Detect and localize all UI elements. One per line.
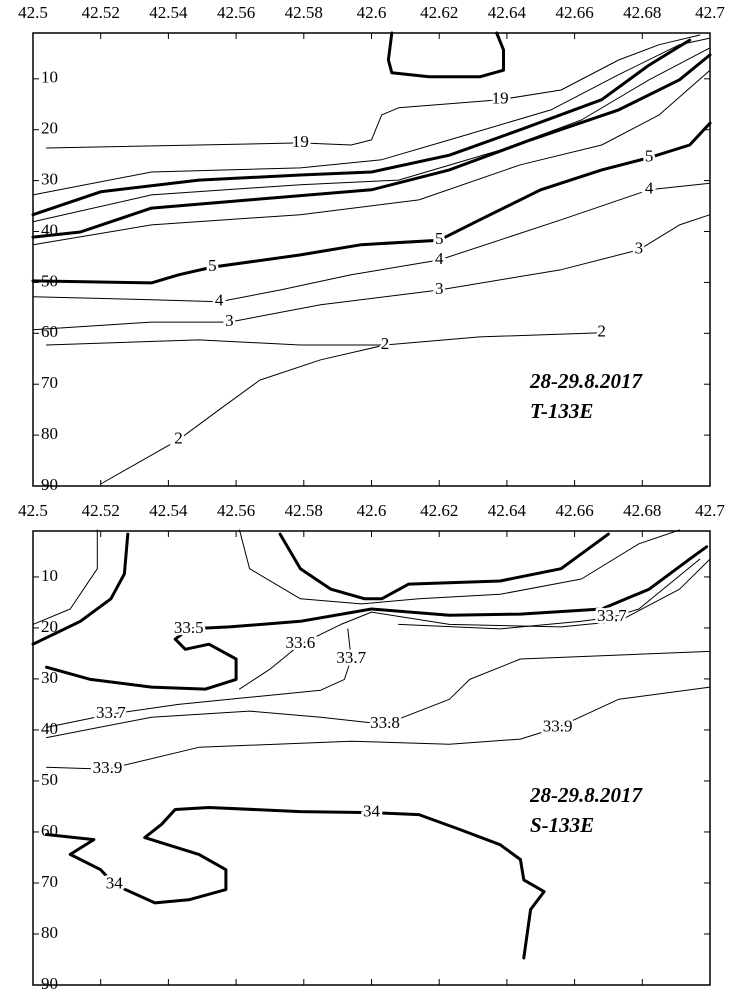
panel: 42.5 42.52 42.54 42.56 42.58 42.6 42.62 42.64 42… bbox=[18, 501, 725, 993]
contour-line bbox=[45, 806, 546, 960]
y-tick-label: 10 bbox=[41, 68, 58, 87]
plot-frame bbox=[32, 32, 711, 487]
y-tick-label: 20 bbox=[41, 119, 58, 138]
contour-line bbox=[32, 182, 711, 303]
x-tick-label: 42.56 bbox=[217, 501, 255, 520]
contour-label: 33.9 bbox=[93, 758, 123, 777]
contour-label: 5 bbox=[645, 147, 654, 166]
x-tick-label: 42.58 bbox=[285, 3, 323, 22]
contour-line bbox=[46, 339, 386, 346]
contour-label: 3 bbox=[225, 311, 234, 330]
y-tick-label: 70 bbox=[41, 373, 58, 392]
x-tick-label: 42.5 bbox=[18, 501, 48, 520]
x-tick-label: 42.6 bbox=[357, 501, 387, 520]
contour-label: 4 bbox=[435, 249, 444, 268]
contour-label: 34 bbox=[106, 873, 124, 892]
contour-line bbox=[239, 558, 711, 690]
contour-label: 33.7 bbox=[96, 703, 126, 722]
y-tick-label: 90 bbox=[41, 475, 58, 494]
x-tick-label: 42.54 bbox=[149, 501, 188, 520]
contour-line bbox=[46, 686, 711, 770]
y-tick-label: 50 bbox=[41, 770, 58, 789]
contour-line bbox=[32, 214, 711, 331]
x-tick-label: 42.64 bbox=[488, 3, 527, 22]
contour-line bbox=[32, 37, 711, 196]
contour-label: 2 bbox=[174, 429, 183, 448]
x-tick-label: 42.52 bbox=[82, 3, 120, 22]
panel: 42.5 42.52 42.54 42.56 42.58 42.6 42.62 42.64 42… bbox=[18, 3, 725, 494]
x-tick-label: 42.62 bbox=[420, 501, 458, 520]
contour-line bbox=[31, 53, 712, 239]
contour-label: 33.5 bbox=[174, 618, 204, 637]
contour-line bbox=[278, 532, 610, 601]
x-tick-label: 42.56 bbox=[217, 3, 255, 22]
contour-line bbox=[32, 47, 711, 223]
x-tick-label: 42.5 bbox=[18, 3, 48, 22]
x-tick-label: 42.64 bbox=[488, 501, 527, 520]
x-tick-label: 42.58 bbox=[285, 501, 323, 520]
contour-line bbox=[32, 69, 711, 246]
x-tick-label: 42.54 bbox=[149, 3, 188, 22]
y-tick-label: 60 bbox=[41, 821, 58, 840]
x-tick-label: 42.7 bbox=[695, 3, 725, 22]
contour-line bbox=[46, 628, 352, 728]
x-tick-label: 42.6 bbox=[357, 3, 387, 22]
y-tick-label: 90 bbox=[41, 974, 58, 993]
contour-label: 5 bbox=[208, 256, 217, 275]
x-tick-label: 42.68 bbox=[623, 501, 661, 520]
contour-label: 19 bbox=[492, 89, 509, 108]
contour-line bbox=[31, 121, 712, 285]
y-tick-label: 10 bbox=[41, 566, 58, 585]
contour-line bbox=[45, 545, 709, 691]
contour-line bbox=[31, 38, 692, 217]
annotation: S-133E bbox=[530, 813, 594, 837]
contour-label: 2 bbox=[597, 322, 606, 341]
contour-line bbox=[46, 34, 701, 149]
x-tick-label: 42.66 bbox=[555, 501, 593, 520]
contour-label: 34 bbox=[363, 801, 381, 820]
contour-label: 33.8 bbox=[370, 713, 400, 732]
contour-line bbox=[31, 532, 130, 646]
x-tick-label: 42.68 bbox=[623, 3, 661, 22]
contour-line bbox=[239, 529, 680, 605]
contour-label: 19 bbox=[292, 132, 309, 151]
y-tick-label: 80 bbox=[41, 424, 58, 443]
contour-label: 33.7 bbox=[597, 606, 627, 625]
contour-line bbox=[100, 332, 603, 485]
y-tick-label: 60 bbox=[41, 322, 58, 341]
contour-line bbox=[398, 558, 701, 630]
y-tick-label: 70 bbox=[41, 872, 58, 891]
contour-label: 4 bbox=[215, 291, 224, 310]
contour-line bbox=[386, 31, 505, 79]
x-tick-label: 42.52 bbox=[82, 501, 120, 520]
contour-line bbox=[32, 529, 98, 625]
contour-label: 33.6 bbox=[286, 633, 316, 652]
contour-label: 33.7 bbox=[336, 648, 366, 667]
x-tick-label: 42.7 bbox=[695, 501, 725, 520]
y-tick-label: 30 bbox=[41, 668, 58, 687]
contour-label: 3 bbox=[435, 279, 444, 298]
y-tick-label: 40 bbox=[41, 719, 58, 738]
contour-label: 5 bbox=[435, 229, 444, 248]
contour-label: 2 bbox=[381, 334, 390, 353]
contour-label: 33.9 bbox=[543, 716, 573, 735]
x-tick-label: 42.66 bbox=[555, 3, 593, 22]
x-tick-label: 42.62 bbox=[420, 3, 458, 22]
y-tick-label: 80 bbox=[41, 923, 58, 942]
contour-label: 4 bbox=[645, 179, 654, 198]
contour-label: 3 bbox=[635, 239, 644, 258]
y-tick-label: 30 bbox=[41, 170, 58, 189]
contour-line bbox=[46, 650, 711, 739]
y-tick-label: 20 bbox=[41, 617, 58, 636]
annotation: T-133E bbox=[530, 399, 593, 423]
annotation: 28-29.8.2017 bbox=[529, 783, 643, 807]
annotation: 28-29.8.2017 bbox=[529, 369, 643, 393]
